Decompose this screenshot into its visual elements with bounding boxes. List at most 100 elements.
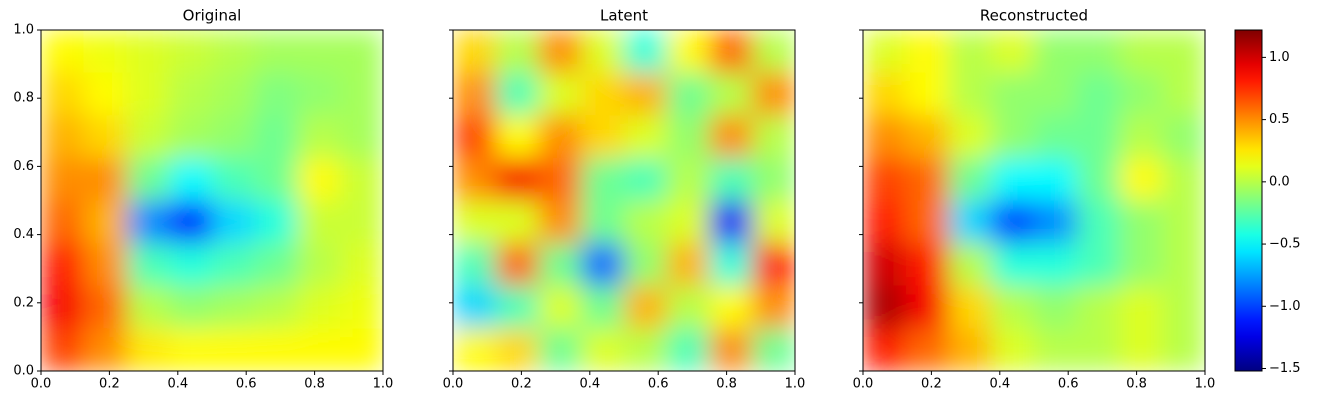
field-cell — [709, 157, 753, 201]
field-cell — [624, 157, 668, 201]
field-cell — [340, 200, 384, 244]
field-cell — [863, 200, 907, 244]
field-cell — [297, 200, 341, 244]
field-cell — [340, 30, 384, 74]
field-cell — [340, 157, 384, 201]
field-cell — [169, 285, 213, 329]
field-cell — [340, 72, 384, 116]
field-cell — [666, 115, 710, 159]
field-cell — [297, 157, 341, 201]
x-tick-label: 0.4 — [579, 377, 600, 392]
field-cell — [297, 30, 341, 74]
field-cell — [83, 285, 127, 329]
field-cell — [752, 72, 796, 116]
field-cell — [1034, 30, 1078, 74]
field-cell — [905, 115, 949, 159]
field-cell — [1034, 157, 1078, 201]
field-cell — [1119, 285, 1163, 329]
field-cell — [169, 243, 213, 287]
field-cell — [83, 115, 127, 159]
field-cell — [41, 30, 85, 74]
field-cell — [1119, 115, 1163, 159]
field-cell — [1076, 328, 1120, 372]
field-cell — [41, 115, 85, 159]
field-cell — [991, 328, 1035, 372]
x-tick-label: 1.0 — [785, 377, 806, 392]
field-cell — [538, 200, 582, 244]
field-cell — [41, 200, 85, 244]
field-cell — [254, 72, 298, 116]
field-cell — [495, 115, 539, 159]
field-cell — [905, 243, 949, 287]
field-cell — [41, 72, 85, 116]
panel-title: Latent — [600, 7, 648, 25]
field-cell — [212, 243, 256, 287]
field-cell — [948, 72, 992, 116]
field-cell — [126, 72, 170, 116]
field — [41, 30, 384, 372]
field-cell — [581, 328, 625, 372]
field-cell — [709, 328, 753, 372]
field-cell — [1076, 285, 1120, 329]
colorbar-tick-label: −0.5 — [1269, 237, 1301, 252]
field-cell — [212, 157, 256, 201]
colorbar — [1234, 29, 1263, 372]
field-cell — [212, 30, 256, 74]
x-tick-label: 0.8 — [304, 377, 325, 392]
y-tick-label: 0.8 — [13, 91, 34, 106]
field-cell — [666, 243, 710, 287]
field-cell — [991, 243, 1035, 287]
field-cell — [624, 72, 668, 116]
field-cell — [169, 157, 213, 201]
field-cell — [666, 328, 710, 372]
field-cell — [126, 328, 170, 372]
field-cell — [1034, 328, 1078, 372]
field-cell — [752, 30, 796, 74]
field-cell — [752, 200, 796, 244]
field-cell — [863, 30, 907, 74]
field-cell — [709, 243, 753, 287]
field-cell — [752, 157, 796, 201]
field-cell — [1162, 30, 1206, 74]
x-tick-label: 0.6 — [236, 377, 257, 392]
field-cell — [495, 157, 539, 201]
field-cell — [297, 328, 341, 372]
field-cell — [453, 328, 497, 372]
field-cell — [495, 30, 539, 74]
field-cell — [254, 30, 298, 74]
field-cell — [991, 72, 1035, 116]
field-cell — [1119, 30, 1163, 74]
field-cell — [581, 157, 625, 201]
field-cell — [340, 243, 384, 287]
field-cell — [126, 157, 170, 201]
colorbar-tick-label: −1.0 — [1269, 299, 1301, 314]
field-cell — [212, 115, 256, 159]
field-cell — [453, 30, 497, 74]
field-cell — [169, 115, 213, 159]
field-cell — [538, 243, 582, 287]
field-cell — [1034, 115, 1078, 159]
field-cell — [126, 30, 170, 74]
field-cell — [1162, 200, 1206, 244]
field-cell — [1076, 30, 1120, 74]
field-cell — [495, 72, 539, 116]
field-cell — [752, 328, 796, 372]
field-cell — [212, 200, 256, 244]
field-cell — [581, 285, 625, 329]
field-cell — [624, 30, 668, 74]
field-cell — [1119, 157, 1163, 201]
field-cell — [1076, 243, 1120, 287]
field-cell — [453, 285, 497, 329]
x-tick-label: 0.4 — [167, 377, 188, 392]
field-cell — [453, 115, 497, 159]
field-cell — [991, 30, 1035, 74]
field-cell — [83, 157, 127, 201]
field-cell — [991, 157, 1035, 201]
field-cell — [991, 285, 1035, 329]
field-cell — [254, 243, 298, 287]
x-tick-label: 0.0 — [443, 377, 464, 392]
field-cell — [1076, 200, 1120, 244]
field-cell — [709, 285, 753, 329]
field-cell — [752, 285, 796, 329]
field-cell — [1162, 243, 1206, 287]
